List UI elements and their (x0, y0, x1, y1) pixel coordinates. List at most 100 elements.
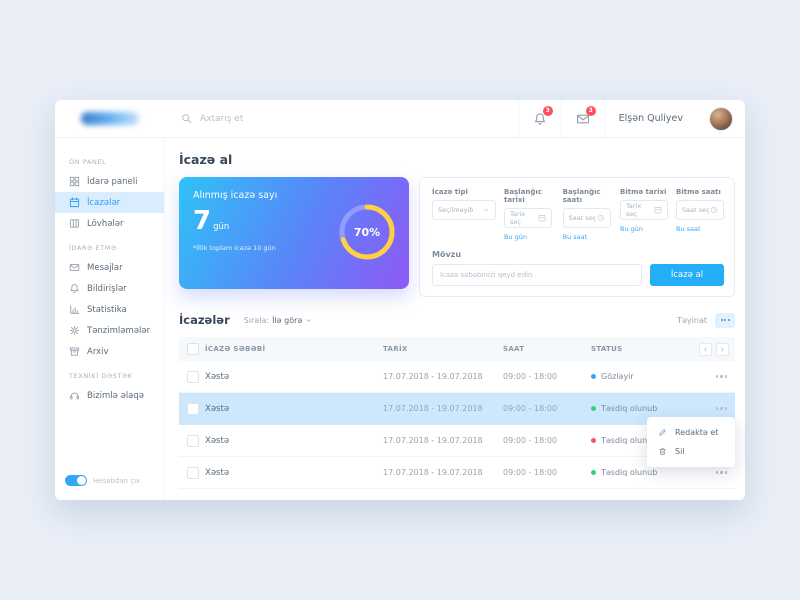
leaves-table: İcazələr Sırala: İlə görə Təyinat İCAZƏ … (179, 311, 735, 489)
quick-today-link[interactable]: Bu gün (504, 233, 528, 241)
table-title: İcazələr (179, 313, 230, 327)
row-reason: Xəstə (205, 435, 230, 446)
app-window: 3 3 Elşən Quliyev ÖN PANEL İdarə paneli … (55, 100, 745, 500)
search-input[interactable] (200, 113, 420, 124)
logout-label: Hesabdan çıx (93, 476, 141, 485)
quick-today-link[interactable]: Bu gün (620, 225, 644, 233)
menu-item-label: Redaktə et (675, 428, 719, 437)
status-label: Təsdiq olunub (601, 404, 658, 413)
pagination (699, 342, 729, 356)
summary-unit: gün (213, 222, 230, 232)
notifications-button[interactable]: 3 (517, 100, 561, 137)
assign-label: Təyinat (677, 315, 707, 325)
leave-summary-card: Alınmış icazə sayı 7 gün *İllik toplam ic… (179, 177, 409, 289)
status-dot (591, 470, 596, 475)
sidebar-section-texniki-destek: TEXNİKİ DƏSTƏK (69, 372, 133, 380)
table-row[interactable]: Xəstə 17.07.2018 - 19.07.2018 09:00 - 18… (179, 361, 735, 393)
table-row-selected[interactable]: Xəstə 17.07.2018 - 19.07.2018 09:00 - 18… (179, 393, 735, 425)
input-placeholder: Tarix seç (510, 210, 526, 226)
status-label: Gözləyir (601, 372, 634, 381)
avatar[interactable] (709, 106, 733, 131)
column-header-reason[interactable]: İCAZƏ SƏBƏBİ (205, 345, 266, 353)
sidebar-item-icazeler[interactable]: İcazələr (55, 192, 164, 213)
user-name: Elşən Quliyev (618, 113, 683, 124)
calendar-icon (69, 197, 80, 208)
submit-leave-button[interactable]: İcazə al (650, 264, 724, 286)
table-more-button[interactable] (715, 312, 735, 328)
clock-icon (597, 214, 604, 222)
input-placeholder: Tarix seç (626, 202, 642, 218)
column-header-status[interactable]: STATUS (591, 345, 623, 353)
sidebar-item-bizimle-elaqe[interactable]: Bizimlə əlaqə (55, 385, 164, 406)
menu-item-delete[interactable]: Sil (647, 442, 735, 461)
status-label: Təsdiq olunub (601, 468, 658, 477)
status-dot (591, 406, 596, 411)
sidebar-item-label: İcazələr (87, 197, 121, 208)
sidebar-item-idare-paneli[interactable]: İdarə paneli (55, 171, 164, 192)
page-title: İcazə al (179, 152, 233, 167)
sidebar-item-lovheler[interactable]: Lövhələr (55, 213, 164, 234)
logout-toggle[interactable] (65, 475, 87, 486)
chart-icon (70, 305, 80, 314)
sidebar-item-bildirisler[interactable]: Bildirişlər (55, 278, 164, 299)
quick-now-link[interactable]: Bu saat (676, 225, 701, 233)
select-all-checkbox[interactable] (187, 343, 199, 355)
subject-label: Mövzu (432, 250, 462, 259)
subject-input[interactable] (432, 264, 642, 286)
row-checkbox[interactable] (187, 402, 199, 415)
search-icon (182, 114, 192, 124)
sidebar-item-label: Lövhələr (87, 218, 124, 229)
chevron-down-icon (306, 318, 311, 322)
row-checkbox[interactable] (187, 434, 199, 447)
sort-label: Sırala: (243, 315, 270, 325)
start-time-input[interactable]: Saat seç (562, 208, 611, 228)
logout-control: Hesabdan çıx (65, 475, 140, 486)
pencil-icon (659, 429, 666, 436)
leave-type-select[interactable]: Seçilməyib (432, 200, 496, 220)
row-menu-button[interactable] (714, 467, 730, 478)
row-date: 17.07.2018 - 19.07.2018 (383, 372, 483, 381)
user-menu[interactable]: Elşən Quliyev (603, 100, 697, 137)
row-menu-button[interactable] (714, 403, 730, 414)
field-label: Bitmə tarixi (620, 188, 667, 196)
quick-now-link[interactable]: Bu saat (562, 233, 588, 241)
prev-page-button[interactable] (699, 342, 712, 356)
headset-icon (70, 392, 79, 400)
bell-icon (534, 112, 545, 125)
column-header-date[interactable]: TARİX (383, 345, 408, 353)
sidebar-item-label: Bizimlə əlaqə (87, 390, 145, 401)
app-logo[interactable] (55, 100, 165, 137)
row-checkbox[interactable] (187, 466, 199, 479)
global-search (165, 100, 518, 137)
bell-icon (70, 284, 79, 294)
field-label: Başlanğıc tarixi (504, 188, 542, 204)
field-end-date: Bitmə tarixi Tarix seç Bu gün (620, 188, 668, 241)
column-header-time[interactable]: SAAT (503, 345, 525, 353)
gear-icon (69, 325, 80, 336)
menu-item-edit[interactable]: Redaktə et (647, 423, 735, 442)
sidebar-item-arxiv[interactable]: Arxiv (55, 341, 164, 362)
next-page-button[interactable] (716, 342, 729, 356)
sidebar-item-mesajlar[interactable]: Mesajlar (55, 257, 164, 278)
chevron-left-icon (704, 346, 707, 352)
mail-icon (576, 114, 589, 123)
table-header-row: İCAZƏ SƏBƏBİ TARİX SAAT STATUS (179, 337, 735, 361)
donut-percent-label: 70% (353, 225, 381, 239)
sidebar-section-idare-etme: İDARƏ ETMƏ (69, 244, 117, 252)
end-time-input[interactable]: Saat seç (676, 200, 724, 220)
notifications-badge: 3 (542, 106, 553, 116)
row-reason: Xəstə (205, 467, 230, 478)
row-checkbox[interactable] (187, 370, 199, 383)
sidebar: ÖN PANEL İdarə paneli İcazələr Lövhələr … (55, 138, 165, 500)
messages-button[interactable]: 3 (560, 100, 604, 137)
clock-icon (710, 206, 718, 214)
dashboard-icon (69, 176, 80, 187)
sidebar-item-statistika[interactable]: Statistika (55, 299, 164, 320)
end-date-input[interactable]: Tarix seç (620, 200, 668, 220)
sidebar-item-tenzimlemeler[interactable]: Tənzimləmələr (55, 320, 164, 341)
start-date-input[interactable]: Tarix seç (504, 208, 552, 228)
table-row[interactable]: Xəstə 17.07.2018 - 19.07.2018 09:00 - 18… (179, 457, 735, 489)
row-menu-button[interactable] (714, 371, 730, 382)
row-date: 17.07.2018 - 19.07.2018 (383, 468, 483, 477)
sort-control[interactable]: Sırala: İlə görə (244, 316, 313, 325)
